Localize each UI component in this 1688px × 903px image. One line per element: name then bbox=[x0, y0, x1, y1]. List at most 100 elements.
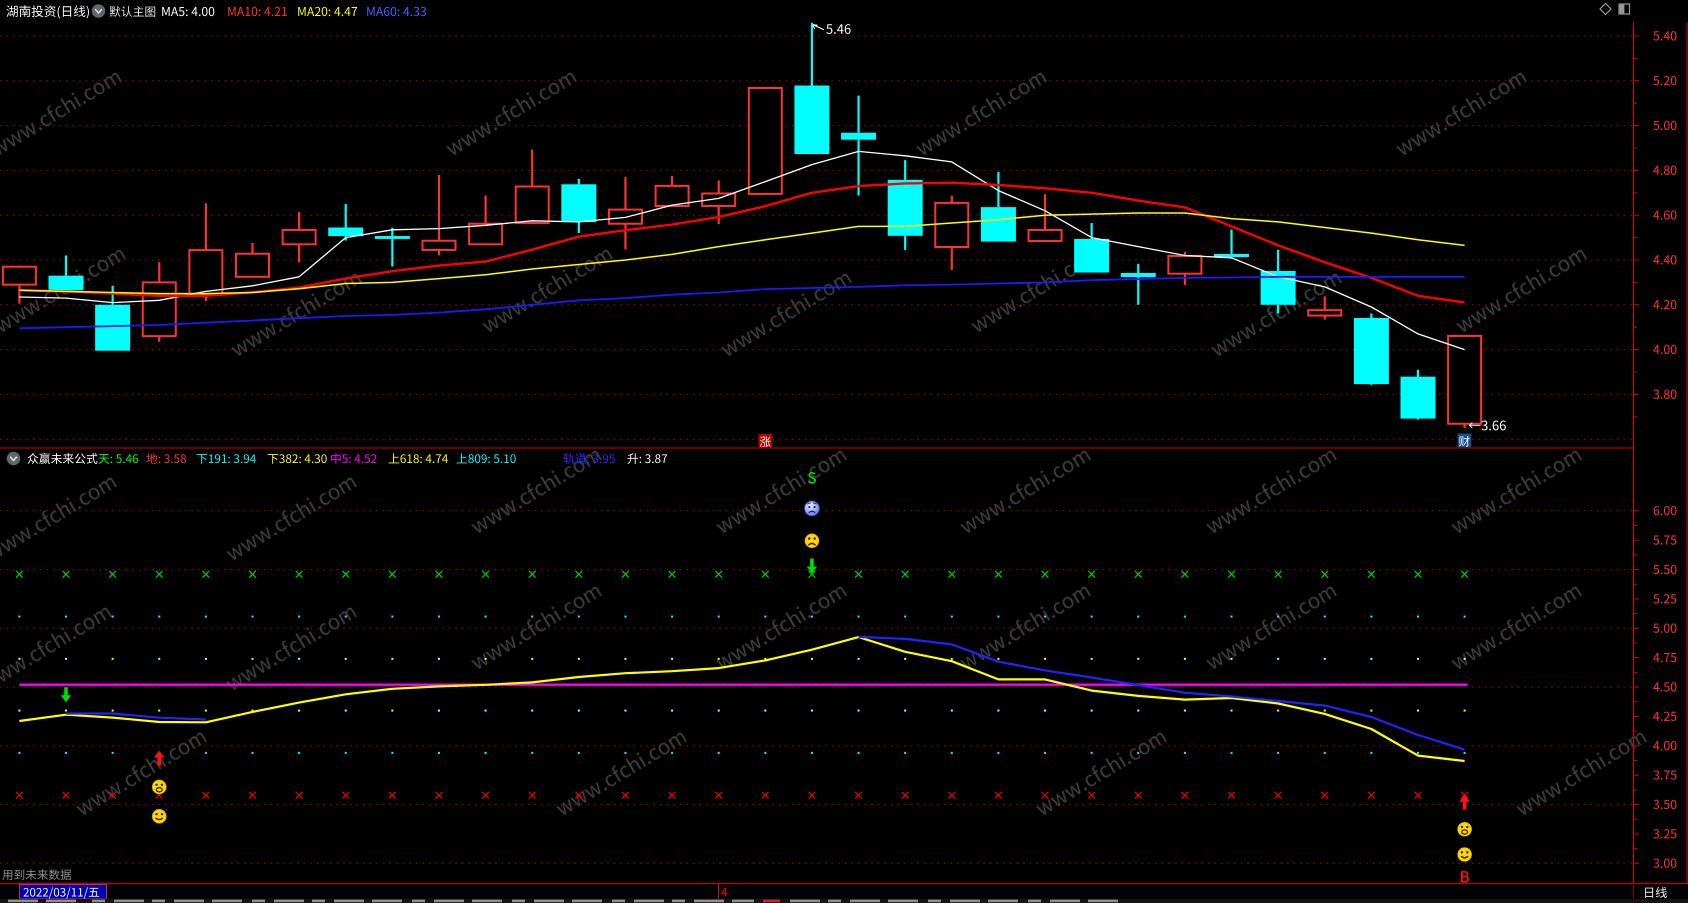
candle[interactable] bbox=[188, 203, 224, 301]
candle[interactable] bbox=[1353, 313, 1389, 386]
candle[interactable] bbox=[607, 176, 643, 250]
candle-body-down bbox=[561, 184, 597, 223]
candle[interactable] bbox=[1447, 334, 1483, 428]
dot-marker bbox=[810, 615, 813, 618]
panel-layout-icon-fill bbox=[1619, 4, 1625, 14]
dot-marker bbox=[65, 751, 68, 754]
menu-item-fragment[interactable] bbox=[312, 899, 325, 903]
x-marker bbox=[1320, 791, 1329, 799]
menu-item-fragment[interactable] bbox=[828, 899, 841, 903]
candle[interactable] bbox=[374, 227, 410, 267]
candle[interactable] bbox=[514, 149, 550, 225]
x-marker bbox=[1087, 570, 1096, 579]
menu-item-fragment[interactable] bbox=[274, 899, 304, 903]
menu-item-fragment[interactable] bbox=[612, 899, 625, 903]
menu-item-fragment[interactable] bbox=[212, 899, 242, 903]
style-selector-icon[interactable] bbox=[91, 4, 106, 18]
candle[interactable] bbox=[421, 174, 457, 256]
x-marker bbox=[248, 791, 257, 799]
x-marker bbox=[901, 570, 910, 579]
menu-item-fragment[interactable] bbox=[572, 899, 602, 903]
diamond-icon[interactable] bbox=[1599, 2, 1612, 16]
candle-body-up bbox=[141, 281, 177, 338]
candle[interactable] bbox=[1074, 223, 1110, 273]
menu-item-fragment[interactable] bbox=[174, 899, 204, 903]
menu-item-fragment[interactable] bbox=[1088, 899, 1118, 903]
dot-marker bbox=[437, 751, 440, 754]
candle[interactable] bbox=[1120, 263, 1156, 305]
dot-marker bbox=[997, 751, 1000, 754]
menu-item-fragment[interactable] bbox=[928, 899, 941, 903]
menu-item-fragment[interactable] bbox=[252, 899, 265, 903]
candle[interactable] bbox=[561, 178, 597, 234]
candle[interactable] bbox=[235, 242, 270, 278]
menu-item-fragment[interactable] bbox=[372, 899, 402, 903]
dot-marker bbox=[577, 615, 580, 618]
window-controls[interactable] bbox=[1599, 2, 1631, 16]
date-label[interactable] bbox=[19, 884, 107, 900]
menu-item-fragment[interactable] bbox=[672, 899, 685, 903]
dot-marker bbox=[1417, 615, 1419, 618]
dot-marker bbox=[950, 615, 953, 618]
x-marker bbox=[1181, 570, 1189, 579]
x-marker bbox=[62, 570, 70, 579]
candle[interactable] bbox=[980, 171, 1016, 242]
menu-item-fragment[interactable] bbox=[334, 899, 364, 903]
dot-marker bbox=[764, 657, 767, 660]
candle-body-down bbox=[1214, 253, 1250, 258]
candle[interactable] bbox=[141, 262, 177, 342]
menu-item-fragment[interactable] bbox=[888, 899, 918, 903]
candle-body-down bbox=[1400, 376, 1436, 419]
menu-item-fragment[interactable] bbox=[634, 899, 664, 903]
x-marker bbox=[994, 791, 1003, 799]
menu-item-fragment[interactable] bbox=[1028, 899, 1041, 903]
candle[interactable] bbox=[1307, 296, 1343, 320]
candle[interactable] bbox=[1027, 194, 1063, 242]
menu-item-fragment[interactable] bbox=[950, 899, 980, 903]
dot-marker bbox=[624, 709, 627, 712]
x-marker bbox=[295, 570, 303, 579]
dot-marker bbox=[950, 751, 953, 754]
menu-item-fragment[interactable] bbox=[412, 899, 425, 903]
candle[interactable] bbox=[281, 211, 317, 263]
dot-marker bbox=[1230, 709, 1233, 712]
indicator-signals bbox=[60, 472, 1472, 883]
panel-layout-icon[interactable] bbox=[1618, 3, 1631, 15]
candle[interactable] bbox=[1, 265, 37, 304]
dot-marker bbox=[1183, 709, 1186, 712]
menu-item-fragment[interactable] bbox=[512, 899, 525, 903]
candle[interactable] bbox=[654, 175, 690, 208]
menu-item-fragment[interactable] bbox=[92, 899, 105, 903]
menu-item-fragment[interactable] bbox=[790, 899, 820, 903]
menu-item-fragment[interactable] bbox=[114, 899, 144, 903]
menu-item-fragment[interactable] bbox=[694, 899, 724, 903]
candle[interactable] bbox=[468, 195, 504, 246]
menu-item-fragment-red[interactable] bbox=[763, 899, 780, 903]
candle-body-down bbox=[1074, 238, 1110, 273]
menu-item-fragment[interactable] bbox=[152, 899, 165, 903]
menu-item-fragment[interactable] bbox=[534, 899, 564, 903]
indicator-collapse-icon[interactable] bbox=[6, 451, 21, 466]
dot-marker bbox=[111, 615, 114, 618]
menu-item-fragment[interactable] bbox=[46, 899, 76, 903]
news-badge[interactable] bbox=[1457, 433, 1472, 448]
price-axis[interactable] bbox=[1633, 22, 1688, 883]
dot-marker bbox=[251, 709, 254, 712]
dot-marker bbox=[484, 615, 487, 618]
candle[interactable] bbox=[48, 255, 84, 291]
candle[interactable] bbox=[747, 86, 783, 195]
candle[interactable] bbox=[701, 180, 737, 225]
menu-item-fragment[interactable] bbox=[472, 899, 502, 903]
menu-item-fragment[interactable] bbox=[1050, 899, 1080, 903]
menu-item-fragment[interactable] bbox=[8, 899, 38, 903]
candle[interactable] bbox=[95, 285, 131, 351]
candle[interactable] bbox=[1400, 369, 1436, 420]
x-marker bbox=[1227, 791, 1236, 799]
bottom-menu-strip[interactable] bbox=[0, 899, 1688, 903]
menu-item-fragment[interactable] bbox=[732, 899, 754, 903]
menu-item-fragment[interactable] bbox=[434, 899, 464, 903]
menu-item-fragment[interactable] bbox=[850, 899, 880, 903]
candle[interactable] bbox=[794, 22, 830, 155]
menu-item-fragment[interactable] bbox=[988, 899, 1018, 903]
x-marker bbox=[248, 570, 257, 579]
